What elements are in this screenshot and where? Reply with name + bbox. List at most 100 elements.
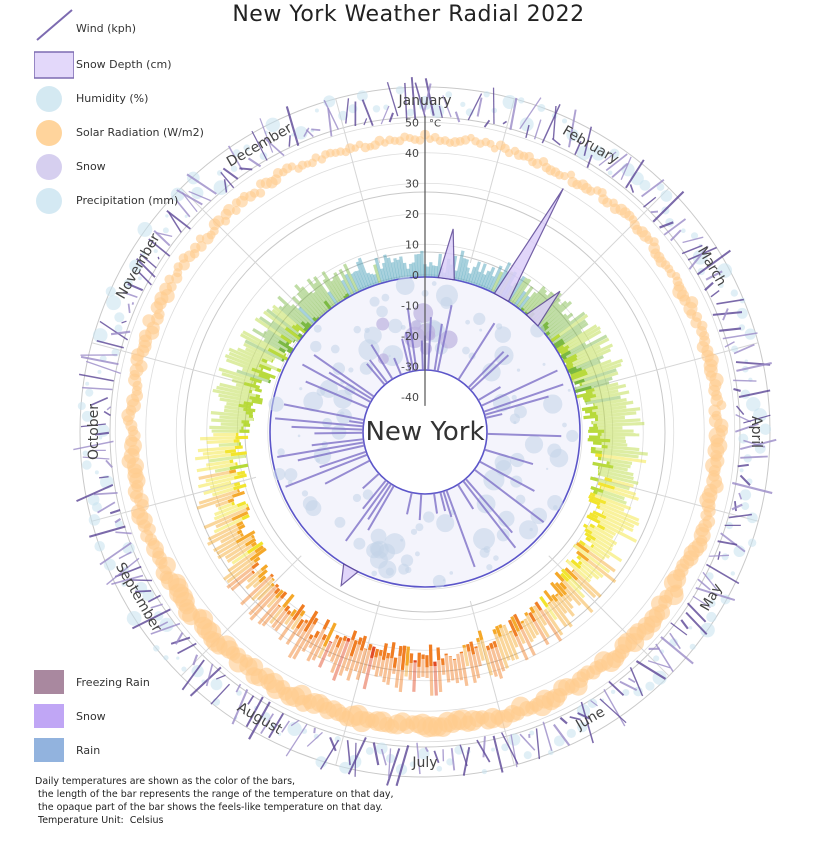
- legend-item-humidity[interactable]: Humidity (%): [30, 84, 290, 114]
- feels-like-bar: [577, 560, 583, 566]
- wind-line: [188, 190, 211, 202]
- legend-item-wind[interactable]: Wind (kph): [30, 9, 290, 44]
- feels-like-bar: [322, 622, 337, 647]
- temperature-range-bar: [245, 347, 273, 363]
- temperature-range-bar: [603, 527, 617, 537]
- feels-like-bar: [492, 640, 498, 648]
- humidity-bubble: [232, 149, 241, 157]
- month-divider: [91, 476, 257, 522]
- precipitation-spoke: [313, 354, 375, 398]
- temperature-range-bar: [609, 461, 631, 469]
- feels-like-bar: [236, 520, 244, 527]
- wind-line: [424, 78, 435, 116]
- humidity-bubble: [375, 742, 388, 755]
- feels-like-bar: [579, 382, 583, 387]
- legend-item-solar[interactable]: Solar Radiation (W/m2): [30, 118, 290, 148]
- month-divider: [469, 600, 515, 766]
- feels-like-bar: [273, 587, 281, 595]
- temperature-range-bar: [217, 536, 253, 560]
- precipitation-spoke: [473, 468, 545, 523]
- feels-like-bar: [562, 355, 568, 361]
- wind-line: [248, 701, 271, 740]
- temperature-range-bar: [517, 630, 526, 645]
- humidity-bubble: [184, 214, 188, 218]
- temperature-range-bar: [241, 367, 260, 377]
- temperature-range-bar: [586, 525, 618, 546]
- humidity-bubble: [85, 388, 94, 397]
- humidity-bubble: [395, 85, 405, 95]
- feels-like-bar: [392, 657, 398, 668]
- precipitation-spoke: [420, 340, 424, 371]
- wind-line: [533, 119, 542, 140]
- temperature-range-bar: [573, 544, 611, 574]
- wind-line: [247, 157, 262, 168]
- wind-line: [724, 341, 735, 348]
- precipitation-bubble: [400, 325, 406, 330]
- wind-line: [643, 196, 657, 208]
- wind-line: [313, 727, 316, 734]
- humidity-bubble: [82, 460, 92, 470]
- temperature-range-bar: [597, 465, 634, 477]
- precipitation-bubble: [493, 555, 499, 561]
- temperature-range-bar: [251, 578, 274, 601]
- wind-line: [660, 636, 694, 665]
- temperature-range-bar: [585, 536, 623, 563]
- legend-item-freezing-rain[interactable]: Freezing Rain: [30, 668, 290, 698]
- wind-line: [380, 748, 387, 766]
- precipitation-bubble: [436, 284, 458, 307]
- wind-line: [181, 659, 205, 691]
- precipitation-bubble: [431, 281, 437, 286]
- footnote-line-4: Temperature Unit: Celsius: [35, 815, 164, 826]
- wind-line: [740, 455, 768, 459]
- temperature-range-bar: [231, 378, 245, 385]
- wind-line: [288, 135, 291, 147]
- wind-line: [454, 111, 461, 123]
- legend-item-snow-depth[interactable]: Snow Depth (cm): [30, 50, 290, 80]
- precipitation-spoke: [393, 357, 403, 376]
- wind-line: [106, 406, 112, 411]
- precipitation-spoke: [401, 338, 412, 373]
- precipitation-bubble: [494, 345, 514, 366]
- temperature-range-bar: [543, 608, 564, 636]
- wind-line: [722, 308, 729, 321]
- wind-line: [319, 739, 340, 770]
- humidity-bubble: [548, 749, 554, 756]
- wind-line: [482, 736, 486, 758]
- legend-item-snow-bubble[interactable]: Snow: [30, 152, 290, 182]
- legend-item-precipitation[interactable]: Precipitation (mm): [30, 186, 290, 216]
- temperature-range-bar: [198, 470, 230, 480]
- snow-bubble: [376, 317, 390, 331]
- temperature-range-bar: [520, 628, 536, 656]
- precipitation-spoke: [433, 323, 443, 371]
- solar-radiation-bubble: [195, 234, 205, 243]
- precipitation-spoke: [368, 359, 389, 384]
- inner-circle-layer: [268, 188, 581, 588]
- wind-line: [99, 475, 109, 479]
- wind-line: [590, 700, 598, 707]
- wind-line: [650, 210, 659, 214]
- feels-like-bar: [233, 483, 247, 491]
- temperature-range-bar: [472, 653, 481, 679]
- temperature-range-bar: [213, 504, 248, 521]
- wind-line: [735, 422, 759, 433]
- humidity-bubble: [700, 622, 715, 638]
- legend-item-snow-square[interactable]: Snow: [30, 702, 290, 732]
- temperature-range-bar: [595, 389, 619, 397]
- temperature-tick-label: -10: [401, 299, 419, 312]
- humidity-bubble: [491, 747, 495, 752]
- wind-line: [629, 667, 644, 697]
- temperature-range-bar: [573, 376, 613, 391]
- precipitation-spoke: [349, 420, 364, 425]
- temperature-range-bar: [494, 646, 506, 672]
- feels-like-bar: [224, 449, 237, 454]
- humidity-bubble: [752, 408, 767, 423]
- rain-square-icon: [34, 738, 64, 762]
- humidity-bubble: [747, 512, 758, 524]
- snow-depth-peak: [340, 563, 360, 588]
- legend-item-rain[interactable]: Rain: [30, 736, 290, 766]
- temperature-range-bar: [566, 559, 592, 583]
- feels-like-bar: [475, 637, 481, 643]
- precipitation-bubble: [366, 542, 382, 559]
- temperature-range-bar: [261, 605, 281, 627]
- temperature-range-bar: [576, 578, 597, 599]
